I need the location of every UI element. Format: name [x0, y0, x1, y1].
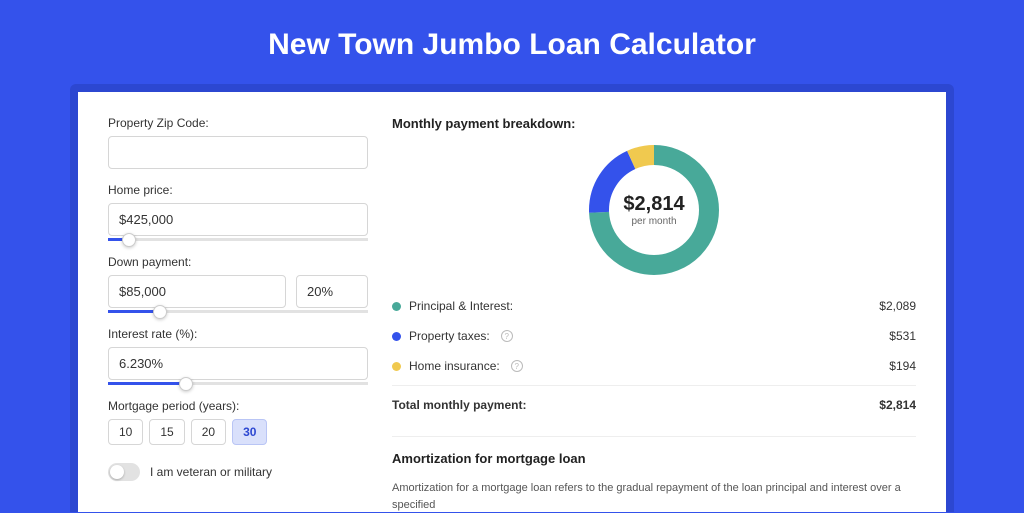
- legend-row: Principal & Interest: $2,089: [392, 291, 916, 321]
- legend-dot: [392, 302, 401, 311]
- down-payment-label: Down payment:: [108, 255, 368, 269]
- home-price-input[interactable]: [108, 203, 368, 236]
- total-amount: $2,814: [879, 398, 916, 412]
- breakdown-column: Monthly payment breakdown: $2,814 per mo…: [392, 116, 916, 488]
- down-payment-percent-input[interactable]: [296, 275, 368, 308]
- veteran-label: I am veteran or military: [150, 465, 272, 479]
- legend-label: Principal & Interest:: [409, 299, 513, 313]
- amortization-text: Amortization for a mortgage loan refers …: [392, 480, 916, 513]
- amortization-heading: Amortization for mortgage loan: [392, 451, 916, 466]
- zip-label: Property Zip Code:: [108, 116, 368, 130]
- legend-row: Home insurance:? $194: [392, 351, 916, 381]
- mortgage-period-field-group: Mortgage period (years): 1015 2030: [108, 399, 368, 445]
- veteran-toggle-row: I am veteran or military: [108, 463, 368, 481]
- interest-rate-slider-fill: [108, 382, 186, 385]
- home-price-slider[interactable]: [108, 238, 368, 241]
- card-shadow: Property Zip Code: Home price: Down paym…: [70, 84, 954, 512]
- legend-dot: [392, 332, 401, 341]
- page-title: New Town Jumbo Loan Calculator: [0, 0, 1024, 84]
- home-price-slider-thumb[interactable]: [122, 233, 136, 247]
- calculator-card: Property Zip Code: Home price: Down paym…: [78, 92, 946, 512]
- legend-amount: $194: [889, 359, 916, 373]
- down-payment-amount-input[interactable]: [108, 275, 286, 308]
- donut-sublabel: per month: [631, 216, 676, 227]
- zip-input[interactable]: [108, 136, 368, 169]
- donut-chart: $2,814 per month: [589, 145, 719, 275]
- legend-dot: [392, 362, 401, 371]
- period-button-10[interactable]: 10: [108, 419, 143, 445]
- breakdown-legend: Principal & Interest: $2,089 Property taxe…: [392, 291, 916, 381]
- total-label: Total monthly payment:: [392, 398, 526, 412]
- interest-rate-label: Interest rate (%):: [108, 327, 368, 341]
- mortgage-period-label: Mortgage period (years):: [108, 399, 368, 413]
- legend-amount: $531: [889, 329, 916, 343]
- total-row: Total monthly payment: $2,814: [392, 385, 916, 420]
- period-button-15[interactable]: 15: [149, 419, 184, 445]
- inputs-column: Property Zip Code: Home price: Down paym…: [108, 116, 368, 488]
- home-price-label: Home price:: [108, 183, 368, 197]
- interest-rate-slider-thumb[interactable]: [179, 377, 193, 391]
- zip-field-group: Property Zip Code:: [108, 116, 368, 169]
- legend-label: Home insurance:: [409, 359, 500, 373]
- interest-rate-slider[interactable]: [108, 382, 368, 385]
- home-price-field-group: Home price:: [108, 183, 368, 241]
- down-payment-slider-thumb[interactable]: [153, 305, 167, 319]
- veteran-toggle[interactable]: [108, 463, 140, 481]
- info-icon[interactable]: ?: [501, 330, 513, 342]
- period-button-20[interactable]: 20: [191, 419, 226, 445]
- down-payment-field-group: Down payment:: [108, 255, 368, 313]
- legend-label: Property taxes:: [409, 329, 490, 343]
- down-payment-slider[interactable]: [108, 310, 368, 313]
- interest-rate-input[interactable]: [108, 347, 368, 380]
- donut-value: $2,814: [623, 193, 684, 216]
- mortgage-period-options: 1015 2030: [108, 419, 368, 445]
- period-button-30[interactable]: 30: [232, 419, 267, 445]
- interest-rate-field-group: Interest rate (%):: [108, 327, 368, 385]
- legend-amount: $2,089: [879, 299, 916, 313]
- breakdown-heading: Monthly payment breakdown:: [392, 116, 916, 131]
- donut-center: $2,814 per month: [589, 145, 719, 275]
- legend-row: Property taxes:? $531: [392, 321, 916, 351]
- section-divider: [392, 436, 916, 437]
- donut-chart-wrap: $2,814 per month: [392, 145, 916, 275]
- info-icon[interactable]: ?: [511, 360, 523, 372]
